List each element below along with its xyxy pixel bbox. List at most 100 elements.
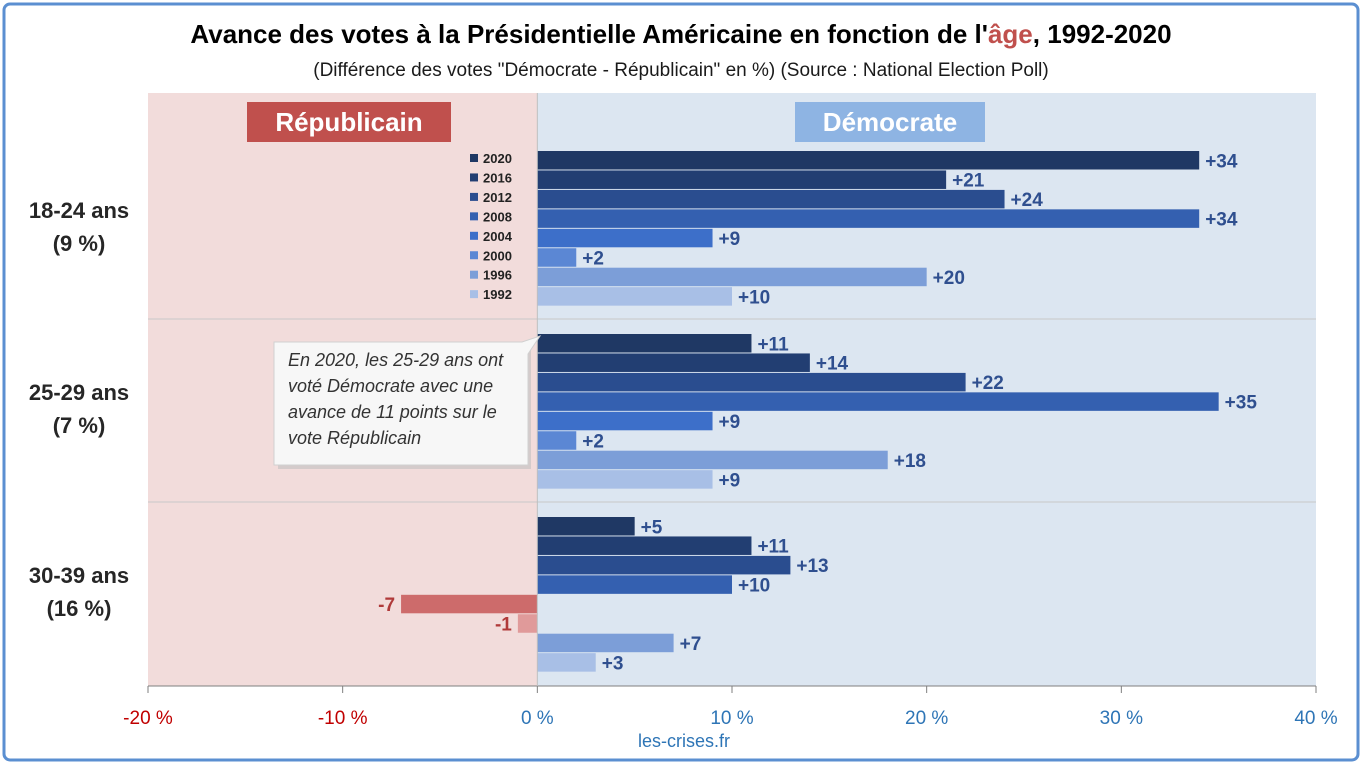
bar-labels: +34 +21 +24 +34 +9 +2 +20 +10 +11 +14 +22 +35 +9 +2 +1…	[378, 151, 1257, 674]
bar-2000-0	[537, 248, 577, 267]
legend-label-2000: 2000	[483, 248, 512, 263]
bar-label-1992-1: +9	[719, 470, 741, 491]
footer-source: les-crises.fr	[638, 731, 730, 751]
bar-label-1996-1: +18	[894, 451, 926, 472]
legend-label-1992: 1992	[483, 287, 512, 302]
bar-2000-1	[537, 431, 577, 450]
x-tick-label-3: 10 %	[710, 708, 753, 729]
legend-swatch-2008	[470, 212, 478, 221]
legend-swatch-2000	[470, 251, 478, 260]
legend-swatch-2012	[470, 192, 478, 201]
bar-2000-2	[517, 614, 538, 633]
bar-label-2004-0: +9	[719, 229, 741, 250]
bar-label-2012-2: +13	[796, 556, 828, 577]
chart-subtitle: (Différence des votes "Démocrate - Répub…	[313, 60, 1048, 81]
region-label-1: Démocrate	[823, 107, 957, 137]
bar-label-2008-2: +10	[738, 576, 770, 597]
legend-label-2008: 2008	[483, 209, 512, 224]
x-tick-label-5: 30 %	[1100, 708, 1143, 729]
callout-line-1: voté Démocrate avec une	[288, 376, 493, 396]
bar-label-2012-1: +22	[972, 373, 1004, 394]
bar-1996-2	[537, 633, 674, 653]
bar-2012-0	[537, 189, 1005, 209]
bar-label-2008-0: +34	[1205, 210, 1238, 231]
region-label-box-1	[795, 102, 985, 142]
bar-1996-0	[537, 267, 927, 287]
group-share-1: (7 %)	[53, 413, 106, 438]
bar-2016-0	[537, 170, 947, 189]
chart-title: Avance des votes à la Présidentielle Amé…	[190, 19, 1171, 49]
title-after: , 1992-2020	[1033, 19, 1172, 49]
group-label-1: 25-29 ans	[29, 380, 129, 405]
callout-line-0: En 2020, les 25-29 ans ont	[288, 350, 504, 370]
x-tick-label-0: -20 %	[123, 708, 173, 729]
bar-2016-2	[537, 536, 752, 555]
title-before: Avance des votes à la Présidentielle Amé…	[190, 19, 988, 49]
region-label-box-0	[247, 102, 451, 142]
group-share-0: (9 %)	[53, 231, 106, 256]
group-labels: 18-24 ans (9 %) 25-29 ans (7 %) 30-39 ans (16…	[29, 198, 129, 621]
bar-2020-2	[537, 517, 635, 536]
bar-2012-2	[537, 555, 791, 575]
legend-label-2016: 2016	[483, 170, 512, 185]
callout-line-2: avance de 11 points sur le	[288, 402, 497, 422]
bar-2020-0	[537, 151, 1200, 170]
bar-label-2000-2: -1	[495, 615, 512, 636]
bar-label-2004-2: -7	[378, 595, 395, 616]
legend-swatch-1992	[470, 290, 478, 299]
legend-swatch-2016	[470, 173, 478, 182]
bar-1996-1	[537, 450, 888, 470]
bar-label-2000-0: +2	[582, 249, 604, 270]
bar-label-2000-1: +2	[582, 432, 604, 453]
bar-2004-0	[537, 228, 713, 248]
bar-label-2016-2: +11	[757, 537, 789, 558]
callout-text: En 2020, les 25-29 ans ont voté Démocrate…	[288, 350, 504, 448]
bar-label-1996-2: +7	[680, 634, 702, 655]
callout-box	[273, 335, 542, 466]
annotation-callout: En 2020, les 25-29 ans ont voté Démocrate…	[273, 335, 542, 469]
bar-2008-1	[537, 392, 1219, 411]
bar-label-2020-2: +5	[641, 517, 663, 538]
callout-line-3: vote Républicain	[288, 428, 421, 448]
group-label-0: 18-24 ans	[29, 198, 129, 223]
bar-label-2016-0: +21	[952, 171, 985, 192]
bar-2016-1	[537, 353, 810, 372]
bar-label-1996-0: +20	[933, 268, 965, 289]
bar-label-2020-1: +11	[757, 334, 789, 355]
bar-2004-1	[537, 411, 713, 431]
bars	[401, 151, 1219, 672]
bar-2004-2	[401, 594, 538, 614]
title-highlight: âge	[988, 19, 1033, 49]
x-tick-label-1: -10 %	[318, 708, 368, 729]
bar-label-1992-2: +3	[602, 653, 624, 674]
legend-label-1996: 1996	[483, 268, 512, 283]
legend-swatch-2020	[470, 154, 478, 162]
legend-swatch-1996	[470, 270, 478, 279]
bar-label-2016-1: +14	[816, 354, 849, 375]
x-tick-label-6: 40 %	[1294, 708, 1337, 729]
group-separators	[148, 318, 1316, 503]
bar-1992-1	[537, 470, 713, 489]
bar-2020-1	[537, 334, 752, 353]
bar-label-2020-0: +34	[1205, 151, 1238, 172]
bar-label-2008-1: +35	[1225, 393, 1258, 414]
bar-label-2004-1: +9	[719, 412, 741, 433]
bar-2008-0	[537, 209, 1200, 228]
x-axis: -20 % -10 % 0 % 10 % 20 % 30 % 40 %	[123, 93, 1338, 729]
x-tick-label-4: 20 %	[905, 708, 948, 729]
legend-swatch-2004	[470, 231, 478, 240]
region-label-0: Républicain	[275, 107, 422, 137]
bar-label-2012-0: +24	[1011, 190, 1044, 211]
legend-label-2020: 2020	[483, 151, 512, 166]
bar-1992-0	[537, 287, 732, 306]
bar-1992-2	[537, 653, 596, 672]
legend-label-2012: 2012	[483, 190, 512, 205]
group-share-2: (16 %)	[47, 596, 112, 621]
bar-label-1992-0: +10	[738, 287, 770, 308]
legend-label-2004: 2004	[483, 229, 513, 244]
bar-2012-1	[537, 372, 966, 392]
legend: 2020 2016 2012 2008 2004 2000 1996 1992	[470, 151, 513, 302]
x-tick-label-2: 0 %	[521, 708, 554, 729]
